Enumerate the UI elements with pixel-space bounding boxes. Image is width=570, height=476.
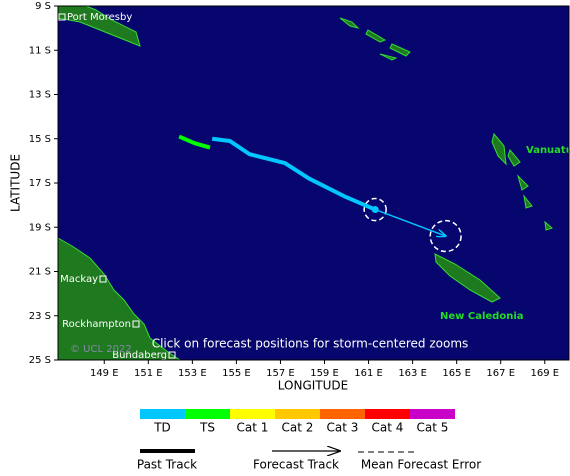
x-tick-label: 167 E xyxy=(486,368,515,379)
x-axis-label: LONGITUDE xyxy=(278,379,348,393)
legend-swatch xyxy=(365,409,410,419)
y-tick-label: 11 S xyxy=(29,45,51,56)
legend-swatch xyxy=(410,409,455,419)
past-track xyxy=(178,134,211,150)
city-markers xyxy=(58,13,176,359)
y-tick-label: 9 S xyxy=(35,1,51,12)
legend-swatch xyxy=(320,409,365,419)
legend-swatch xyxy=(140,409,185,419)
y-axis-label: LATITUDE xyxy=(9,154,23,212)
x-tick-label: 169 E xyxy=(530,368,559,379)
forecast-track xyxy=(374,208,445,237)
current-position xyxy=(371,206,379,214)
legend-label: Forecast Track xyxy=(253,458,339,472)
legend-label: Cat 4 xyxy=(372,421,404,435)
error-circle xyxy=(363,197,387,222)
y-tick-label: 17 S xyxy=(29,178,51,189)
hint: Click on forecast positions for storm-ce… xyxy=(152,337,469,351)
legend-swatch xyxy=(230,409,275,419)
x-tick-label: 155 E xyxy=(222,368,251,379)
x-tick-label: 157 E xyxy=(266,368,295,379)
y-tick-label: 13 S xyxy=(29,90,51,101)
x-tick-label: 151 E xyxy=(134,368,163,379)
y-tick-label: 19 S xyxy=(29,222,51,233)
legend-label: Mean Forecast Error xyxy=(361,458,481,472)
copyright: © UCL 2022 xyxy=(70,344,132,355)
x-tick-label: 165 E xyxy=(442,368,471,379)
x-tick-label: 161 E xyxy=(354,368,383,379)
y-tick-label: 15 S xyxy=(29,134,51,145)
legend-swatch xyxy=(185,409,230,419)
x-tick-label: 163 E xyxy=(398,368,427,379)
place-label: Mackay xyxy=(60,274,98,285)
legend-label: Cat 2 xyxy=(282,421,314,435)
y-tick-label: 23 S xyxy=(29,311,51,322)
legend-swatch xyxy=(275,409,320,419)
x-tick-label: 149 E xyxy=(90,368,119,379)
past-track xyxy=(211,136,376,212)
legend-label: TD xyxy=(153,421,171,435)
land xyxy=(57,5,553,361)
y-tick-label: 25 S xyxy=(29,355,51,366)
y-tick-label: 21 S xyxy=(29,267,51,278)
place-label: Port Moresby xyxy=(67,12,132,23)
place-label: Rockhampton xyxy=(62,319,131,330)
x-tick-label: 159 E xyxy=(310,368,339,379)
place-label: Vanuatu xyxy=(526,145,570,156)
place-label: New Caledonia xyxy=(440,311,524,322)
x-tick-label: 153 E xyxy=(178,368,207,379)
legend-label: Cat 5 xyxy=(417,421,449,435)
place-label: Bundaberg xyxy=(112,350,167,361)
legend-label: Past Track xyxy=(137,458,197,472)
legend-label: TS xyxy=(199,421,215,435)
error-circle xyxy=(429,219,462,253)
legend-label: Cat 3 xyxy=(327,421,359,435)
legend-label: Cat 1 xyxy=(237,421,269,435)
